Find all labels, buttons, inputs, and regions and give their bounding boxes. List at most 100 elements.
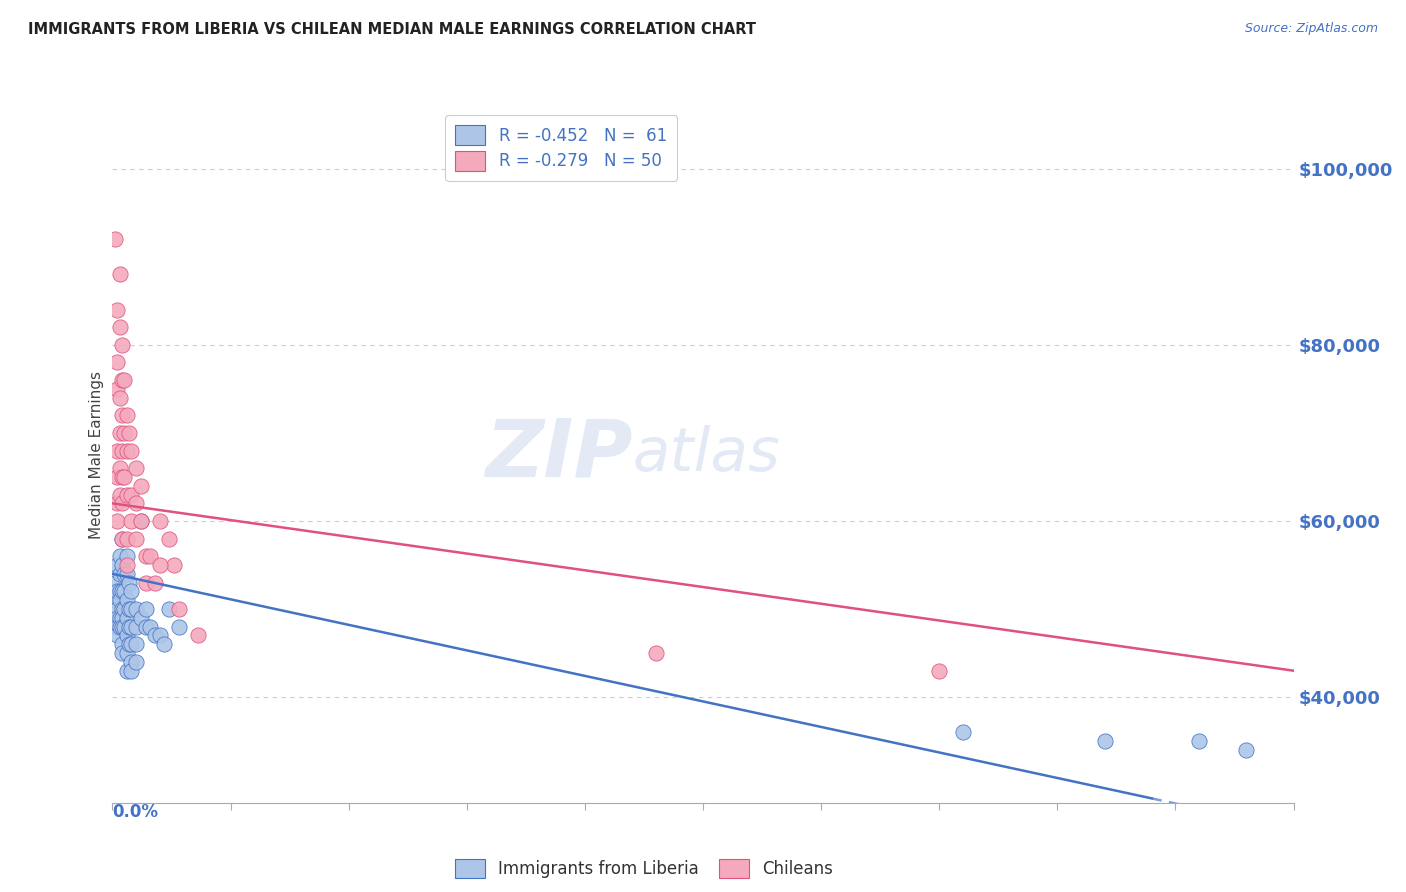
Point [115,558,138,572]
Point [157,532,180,546]
Point [105,470,128,484]
Point [112,584,135,599]
Point [108,549,131,564]
Point [125,602,148,616]
Point [167,620,190,634]
Point [115,443,138,458]
Point [149,558,172,572]
Point [111,532,134,546]
Point [105,602,128,616]
Point [105,584,128,599]
Point [104,593,127,607]
Point [157,602,180,616]
Point [120,664,142,678]
Point [111,611,134,625]
Point [120,655,142,669]
Point [125,461,148,475]
Point [108,487,131,501]
Point [111,584,134,599]
Point [167,602,190,616]
Text: atlas: atlas [633,425,780,484]
Point [149,628,172,642]
Point [112,620,135,634]
Point [125,655,148,669]
Point [108,391,131,405]
Point [111,646,134,660]
Point [139,620,162,634]
Point [186,628,208,642]
Point [125,620,148,634]
Point [120,637,142,651]
Point [112,566,135,581]
Point [104,232,127,246]
Point [118,637,141,651]
Point [111,637,134,651]
Point [112,373,135,387]
Point [108,611,131,625]
Point [105,620,128,634]
Text: Source: ZipAtlas.com: Source: ZipAtlas.com [1244,22,1378,36]
Point [108,566,131,581]
Point [129,479,152,493]
Point [115,664,138,678]
Point [112,425,135,440]
Point [120,514,142,528]
Point [111,496,134,510]
Point [105,302,128,317]
Point [143,628,166,642]
Point [139,549,162,564]
Point [112,602,135,616]
Point [108,320,131,334]
Point [153,637,176,651]
Point [163,558,186,572]
Point [108,461,131,475]
Point [105,558,128,572]
Point [120,443,142,458]
Point [928,664,950,678]
Point [644,646,666,660]
Point [111,602,134,616]
Point [125,496,148,510]
Point [129,611,152,625]
Y-axis label: Median Male Earnings: Median Male Earnings [89,371,104,539]
Point [115,532,138,546]
Point [115,566,138,581]
Point [125,532,148,546]
Point [135,620,157,634]
Text: 0.0%: 0.0% [112,803,159,821]
Point [105,382,128,396]
Point [108,593,131,607]
Point [118,602,141,616]
Point [115,628,138,642]
Point [115,409,138,423]
Point [108,620,131,634]
Point [118,575,141,590]
Text: ZIP: ZIP [485,416,633,494]
Point [108,425,131,440]
Point [143,575,166,590]
Point [125,637,148,651]
Point [105,514,128,528]
Point [112,470,135,484]
Point [129,514,152,528]
Point [129,514,152,528]
Point [1094,734,1116,748]
Point [105,611,128,625]
Point [111,338,134,352]
Point [135,602,157,616]
Point [115,611,138,625]
Text: IMMIGRANTS FROM LIBERIA VS CHILEAN MEDIAN MALE EARNINGS CORRELATION CHART: IMMIGRANTS FROM LIBERIA VS CHILEAN MEDIA… [28,22,756,37]
Point [135,575,157,590]
Point [120,487,142,501]
Point [118,620,141,634]
Point [111,470,134,484]
Point [118,425,141,440]
Point [135,549,157,564]
Point [111,443,134,458]
Point [115,646,138,660]
Point [952,725,974,739]
Point [105,355,128,369]
Point [120,620,142,634]
Legend: Immigrants from Liberia, Chileans: Immigrants from Liberia, Chileans [449,853,839,885]
Point [120,602,142,616]
